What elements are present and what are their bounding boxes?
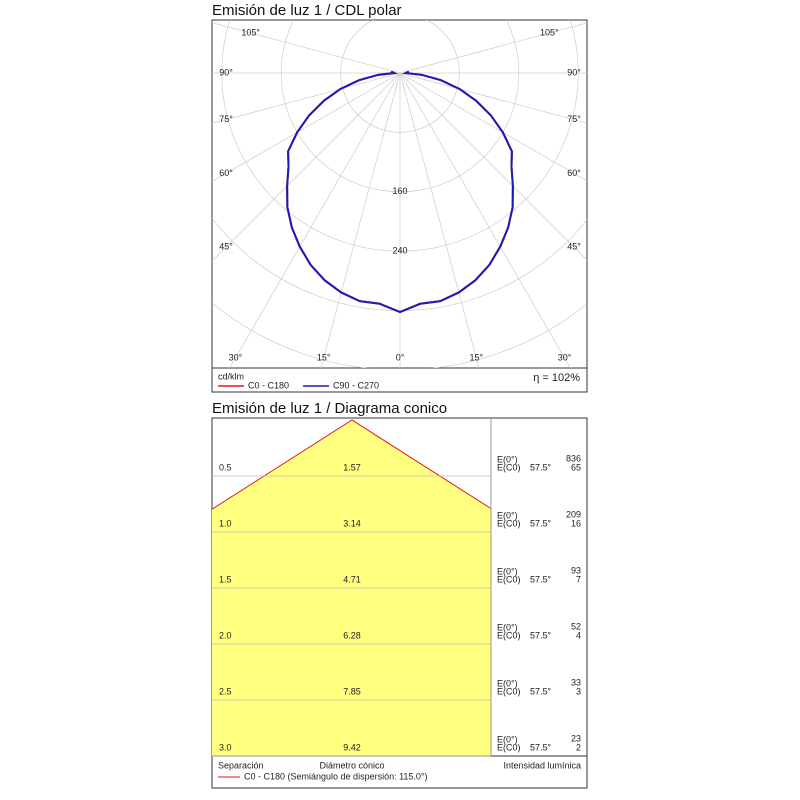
unit-label: cd/klm — [218, 371, 244, 381]
e0-label: E(0°) — [497, 510, 518, 520]
diameter-axis-label: Diámetro cónico — [319, 760, 384, 770]
diameter-label: 9.42 — [343, 742, 361, 752]
angle-label: 30° — [229, 352, 243, 362]
grid-spoke — [399, 72, 571, 368]
ec0-label: E(C0) — [497, 630, 521, 640]
angle-label: 105° — [241, 27, 260, 37]
radial-label: 160 — [392, 186, 407, 196]
e0-label: E(0°) — [497, 622, 518, 632]
angle-label: 0° — [396, 352, 405, 362]
e0-value: 836 — [566, 453, 581, 463]
ec0-value: 3 — [576, 686, 581, 696]
diameter-label: 4.71 — [343, 574, 361, 584]
angle-label: 45° — [567, 241, 581, 251]
grid-spoke — [399, 22, 587, 74]
legend-label: C90 - C270 — [333, 380, 379, 390]
angle-label: 15° — [317, 352, 331, 362]
polar-plot — [212, 20, 587, 368]
chart-title: Emisión de luz 1 / CDL polar — [212, 2, 402, 19]
e0-label: E(0°) — [497, 734, 518, 744]
height-label: 1.0 — [219, 518, 232, 528]
cone-edge — [212, 419, 491, 510]
angle-label: 60° — [219, 168, 233, 178]
angle-label: 75° — [567, 114, 581, 124]
diameter-label: 1.57 — [343, 462, 361, 472]
grid-spoke — [212, 72, 401, 182]
grid-spoke — [229, 72, 401, 368]
e0-value: 209 — [566, 509, 581, 519]
ec0-value: 7 — [576, 574, 581, 584]
angle-label: 60° — [567, 168, 581, 178]
legend-label: C0 - C180 (Semiángulo de dispersión: 115… — [244, 771, 428, 781]
e0-value: 93 — [571, 565, 581, 575]
angle-label: 30° — [558, 352, 572, 362]
angle-label: 57.5° — [530, 574, 552, 584]
ec0-label: E(C0) — [497, 462, 521, 472]
e0-label: E(0°) — [497, 566, 518, 576]
angle-label: 15° — [470, 352, 484, 362]
polar-frame — [211, 19, 588, 393]
grid-spoke — [212, 72, 401, 262]
e0-value: 23 — [571, 733, 581, 743]
grid-spoke — [399, 72, 480, 368]
grid-spoke — [399, 72, 587, 261]
e0-value: 52 — [571, 621, 581, 631]
grid-spoke — [212, 72, 401, 124]
ec0-value: 4 — [576, 630, 581, 640]
ec0-value: 16 — [571, 518, 581, 528]
intensity-label: Intensidad lumínica — [503, 760, 581, 770]
grid-spoke — [212, 22, 401, 74]
e0-value: 33 — [571, 677, 581, 687]
efficiency: η = 102% — [533, 372, 580, 384]
grid-spoke — [399, 72, 587, 124]
height-label: 1.5 — [219, 574, 232, 584]
angle-label: 57.5° — [530, 518, 552, 528]
angle-label: 57.5° — [530, 742, 552, 752]
ec0-label: E(C0) — [497, 574, 521, 584]
height-label: 2.0 — [219, 630, 232, 640]
diameter-label: 3.14 — [343, 518, 361, 528]
ec0-label: E(C0) — [497, 518, 521, 528]
ec0-label: E(C0) — [497, 686, 521, 696]
angle-label: 105° — [540, 27, 559, 37]
grid-spoke — [399, 72, 587, 182]
diameter-label: 7.85 — [343, 686, 361, 696]
angle-label: 57.5° — [530, 462, 552, 472]
angle-label: 45° — [219, 241, 233, 251]
radial-label: 240 — [392, 246, 407, 256]
x-label: Separación — [218, 760, 264, 770]
height-label: 2.5 — [219, 686, 232, 696]
angle-label: 57.5° — [530, 686, 552, 696]
diameter-label: 6.28 — [343, 630, 361, 640]
angle-label: 75° — [219, 114, 233, 124]
angle-label: 90° — [219, 67, 233, 77]
legend-label: C0 - C180 — [248, 380, 289, 390]
polar-curve — [286, 70, 514, 314]
chart-title: Emisión de luz 1 / Diagrama conico — [212, 400, 447, 417]
ec0-value: 2 — [576, 742, 581, 752]
ec0-label: E(C0) — [497, 742, 521, 752]
angle-label: 57.5° — [530, 630, 552, 640]
angle-label: 90° — [567, 67, 581, 77]
height-label: 3.0 — [219, 742, 232, 752]
e0-label: E(0°) — [497, 678, 518, 688]
ec0-value: 65 — [571, 462, 581, 472]
height-label: 0.5 — [219, 462, 232, 472]
grid-spoke — [320, 72, 401, 368]
e0-label: E(0°) — [497, 454, 518, 464]
